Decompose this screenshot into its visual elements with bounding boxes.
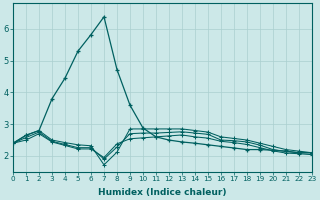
X-axis label: Humidex (Indice chaleur): Humidex (Indice chaleur) (98, 188, 227, 197)
